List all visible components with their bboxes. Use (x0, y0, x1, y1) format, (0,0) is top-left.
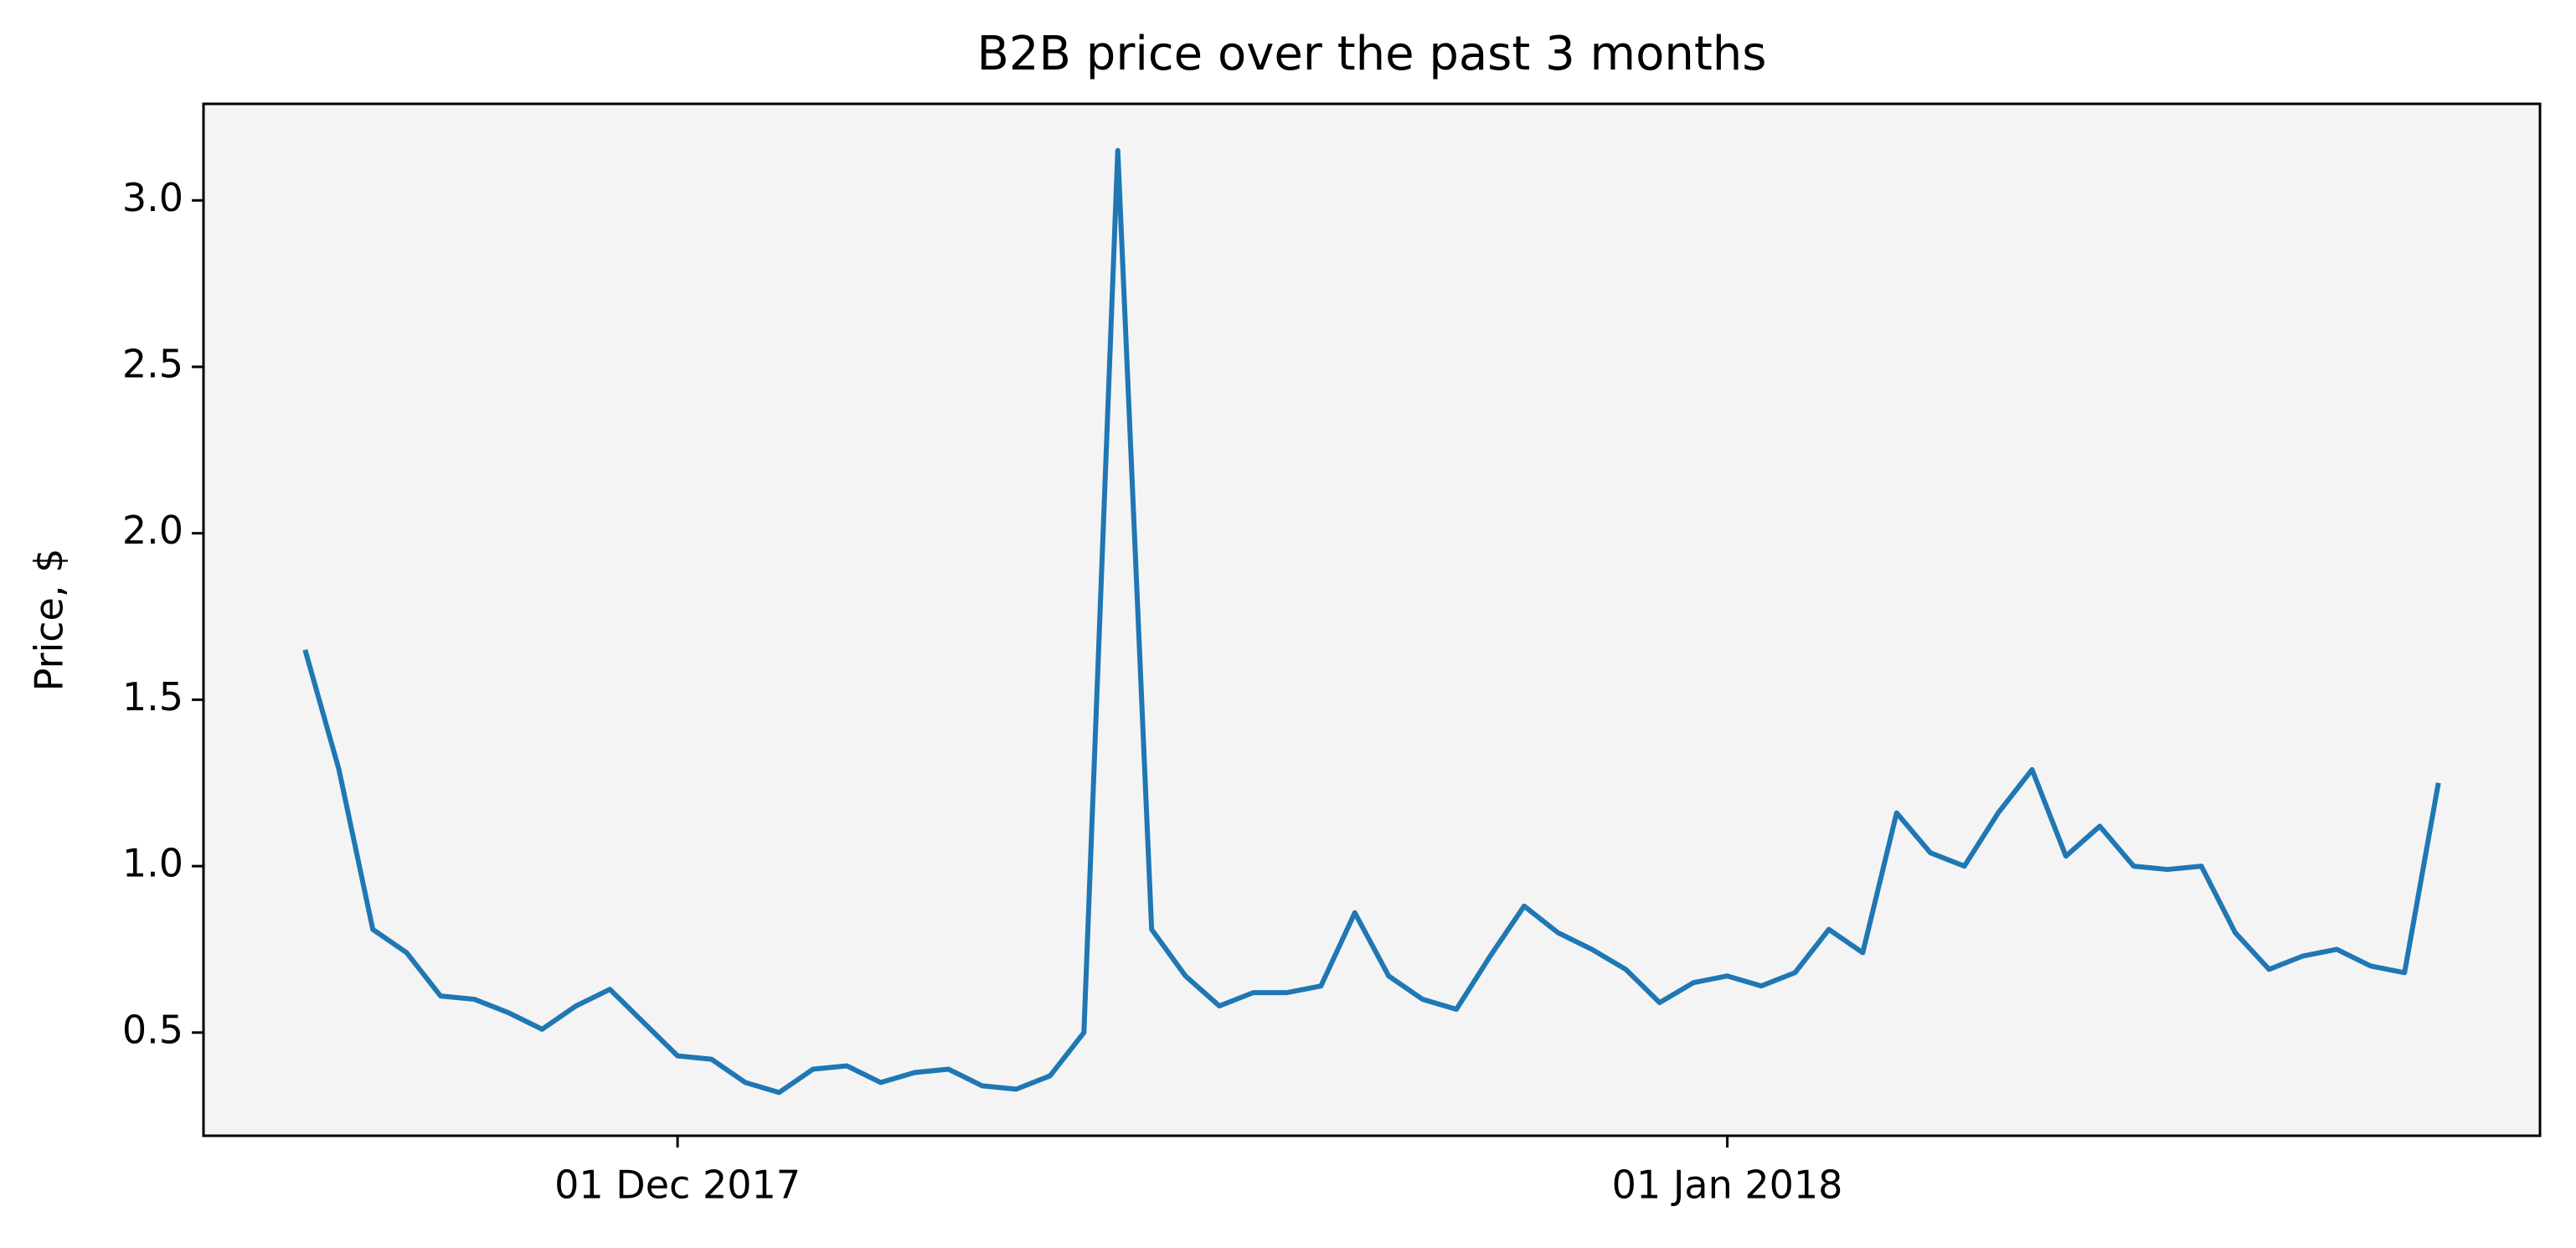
y-tick-label: 1.5 (122, 674, 183, 719)
chart-title: B2B price over the past 3 months (977, 27, 1767, 81)
y-tick-label: 2.0 (122, 508, 183, 553)
y-tick-label: 2.5 (122, 341, 183, 386)
x-tick-label: 01 Dec 2017 (554, 1163, 801, 1208)
plot-frame (202, 102, 2542, 1137)
y-tick-label: 3.0 (122, 175, 183, 220)
x-tick-label: 01 Jan 2018 (1612, 1163, 1843, 1208)
price-line (302, 147, 2441, 1096)
y-tick-label: 1.0 (122, 841, 183, 886)
y-tick-label: 0.5 (122, 1007, 183, 1052)
plot-area (204, 104, 2540, 1136)
y-axis-label: Price, $ (27, 549, 72, 692)
